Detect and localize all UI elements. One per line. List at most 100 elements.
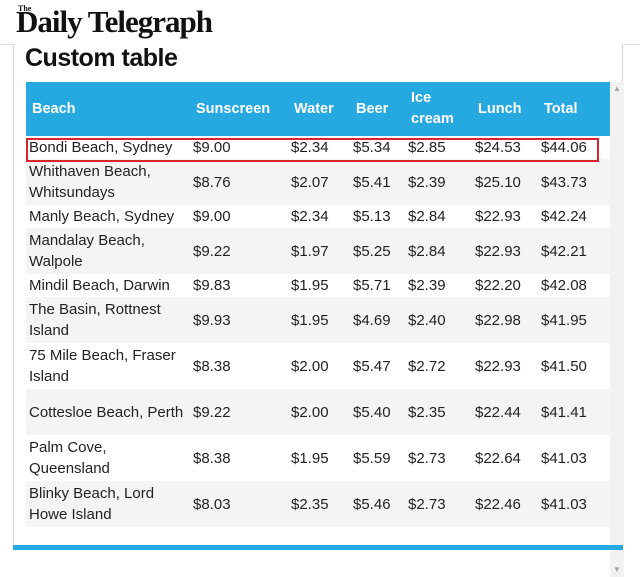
- price-cell: $2.40: [405, 297, 472, 343]
- beach-name-cell: Mindil Beach, Darwin: [26, 274, 190, 297]
- column-header[interactable]: Beer: [350, 82, 405, 136]
- price-cell: $9.22: [190, 228, 288, 274]
- price-cell: $22.98: [472, 297, 538, 343]
- price-cell: $2.07: [288, 159, 350, 205]
- price-cell: $1.95: [288, 274, 350, 297]
- logo-name: Daily Telegraph: [16, 4, 213, 39]
- price-cell: $8.38: [190, 435, 288, 481]
- price-cell: $22.64: [472, 435, 538, 481]
- price-cell: $22.20: [472, 274, 538, 297]
- beach-name-cell: The Basin, Rottnest Island: [26, 297, 190, 343]
- price-cell: $2.85: [405, 136, 472, 159]
- table-row[interactable]: The Basin, Rottnest Island $9.93 $1.95 $4.6…: [26, 297, 610, 343]
- scroll-up-arrow-icon[interactable]: ▲: [613, 84, 621, 93]
- price-cell: $43.73: [538, 159, 610, 205]
- column-header[interactable]: Beach: [26, 82, 190, 136]
- price-cell: $2.34: [288, 205, 350, 228]
- price-cell: $5.59: [350, 435, 405, 481]
- price-cell: $2.72: [405, 343, 472, 389]
- price-cell: $5.13: [350, 205, 405, 228]
- price-cell: $42.24: [538, 205, 610, 228]
- masthead: The Daily Telegraph: [0, 0, 640, 45]
- beach-name-cell: Bondi Beach, Sydney: [26, 136, 190, 159]
- price-cell: $2.34: [288, 136, 350, 159]
- price-cell: $5.34: [350, 136, 405, 159]
- widget-title: Custom table: [25, 44, 178, 72]
- price-cell: $44.06: [538, 136, 610, 159]
- price-cell: $22.44: [472, 389, 538, 435]
- price-cell: $2.39: [405, 274, 472, 297]
- table-scroll-area[interactable]: Beach Sunscreen Water Beer Ice cream Lun…: [26, 82, 610, 577]
- price-cell: $5.40: [350, 389, 405, 435]
- price-cell: $5.41: [350, 159, 405, 205]
- beach-name-cell: Mandalay Beach, Walpole: [26, 228, 190, 274]
- price-cell: $8.38: [190, 343, 288, 389]
- table-header-row: Beach Sunscreen Water Beer Ice cream Lun…: [26, 82, 610, 136]
- beach-cost-table: Beach Sunscreen Water Beer Ice cream Lun…: [26, 82, 610, 527]
- table-row[interactable]: Bondi Beach, Sydney $9.00 $2.34 $5.34 $2.85 $…: [26, 136, 610, 159]
- table-row[interactable]: Blinky Beach, Lord Howe Island $8.03 $2.35…: [26, 481, 610, 527]
- beach-name-cell: Palm Cove, Queensland: [26, 435, 190, 481]
- price-cell: $5.47: [350, 343, 405, 389]
- price-cell: $5.25: [350, 228, 405, 274]
- price-cell: $2.00: [288, 343, 350, 389]
- beach-name-cell: Manly Beach, Sydney: [26, 205, 190, 228]
- beach-name-cell: Whithaven Beach, Whitsundays: [26, 159, 190, 205]
- price-cell: $22.46: [472, 481, 538, 527]
- price-cell: $1.95: [288, 435, 350, 481]
- beach-name-cell: 75 Mile Beach, Fraser Island: [26, 343, 190, 389]
- table-row[interactable]: Whithaven Beach, Whitsundays $8.76 $2.07 $5…: [26, 159, 610, 205]
- column-header[interactable]: Ice cream: [405, 82, 472, 136]
- table-row[interactable]: Palm Cove, Queensland $8.38 $1.95 $5.59 $2.7…: [26, 435, 610, 481]
- price-cell: $4.69: [350, 297, 405, 343]
- custom-table-widget: Custom table Beach Sunscreen Water Beer …: [13, 44, 624, 577]
- price-cell: $2.35: [288, 481, 350, 527]
- table-row[interactable]: 75 Mile Beach, Fraser Island $8.38 $2.00 $5…: [26, 343, 610, 389]
- price-cell: $2.00: [288, 389, 350, 435]
- price-cell: $41.95: [538, 297, 610, 343]
- table-row[interactable]: Cottesloe Beach, Perth $9.22 $2.00 $5.40 $2.…: [26, 389, 610, 435]
- logo-the: The: [18, 4, 32, 13]
- daily-telegraph-logo[interactable]: The Daily Telegraph: [16, 2, 216, 42]
- price-cell: $5.46: [350, 481, 405, 527]
- price-cell: $9.22: [190, 389, 288, 435]
- price-cell: $8.03: [190, 481, 288, 527]
- price-cell: $2.84: [405, 205, 472, 228]
- price-cell: $42.08: [538, 274, 610, 297]
- table-scrollbar[interactable]: ▲ ▼: [610, 82, 624, 577]
- price-cell: $1.95: [288, 297, 350, 343]
- table-row[interactable]: Manly Beach, Sydney $9.00 $2.34 $5.13 $2.84 $…: [26, 205, 610, 228]
- price-cell: $9.00: [190, 205, 288, 228]
- price-cell: $42.21: [538, 228, 610, 274]
- price-cell: $22.93: [472, 205, 538, 228]
- price-cell: $41.03: [538, 435, 610, 481]
- price-cell: $5.71: [350, 274, 405, 297]
- price-cell: $9.83: [190, 274, 288, 297]
- price-cell: $41.03: [538, 481, 610, 527]
- column-header[interactable]: Total: [538, 82, 610, 136]
- price-cell: $8.76: [190, 159, 288, 205]
- price-cell: $2.84: [405, 228, 472, 274]
- price-cell: $24.53: [472, 136, 538, 159]
- price-cell: $2.73: [405, 435, 472, 481]
- price-cell: $22.93: [472, 343, 538, 389]
- beach-name-cell: Cottesloe Beach, Perth: [26, 389, 190, 435]
- card-bottom-accent: [13, 545, 623, 550]
- price-cell: $22.93: [472, 228, 538, 274]
- beach-name-cell: Blinky Beach, Lord Howe Island: [26, 481, 190, 527]
- column-header[interactable]: Water: [288, 82, 350, 136]
- price-cell: $1.97: [288, 228, 350, 274]
- column-header[interactable]: Lunch: [472, 82, 538, 136]
- price-cell: $41.41: [538, 389, 610, 435]
- price-cell: $25.10: [472, 159, 538, 205]
- column-header[interactable]: Sunscreen: [190, 82, 288, 136]
- price-cell: $41.50: [538, 343, 610, 389]
- price-cell: $9.00: [190, 136, 288, 159]
- table-row[interactable]: Mandalay Beach, Walpole $9.22 $1.97 $5.25 $2…: [26, 228, 610, 274]
- scroll-down-arrow-icon[interactable]: ▼: [613, 565, 621, 574]
- price-cell: $2.35: [405, 389, 472, 435]
- price-cell: $9.93: [190, 297, 288, 343]
- price-cell: $2.39: [405, 159, 472, 205]
- price-cell: $2.73: [405, 481, 472, 527]
- table-row[interactable]: Mindil Beach, Darwin $9.83 $1.95 $5.71 $2.39…: [26, 274, 610, 297]
